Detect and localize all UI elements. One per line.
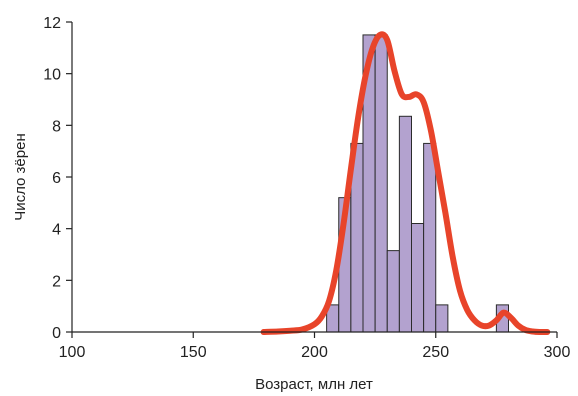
y-tick-label-0: 0 xyxy=(52,325,61,342)
histogram-bar-7 xyxy=(411,223,425,333)
y-tick-label-1: 2 xyxy=(52,273,61,290)
y-tick-label-5: 10 xyxy=(43,67,61,84)
x-tick-label-1: 150 xyxy=(180,344,207,361)
x-tick-label-4: 300 xyxy=(544,344,571,361)
histogram-bar-4 xyxy=(374,34,388,333)
axes xyxy=(71,22,557,333)
y-tick-label-2: 4 xyxy=(52,222,61,239)
y-tick-label-3: 6 xyxy=(52,170,61,187)
histogram-bar-6 xyxy=(398,115,412,333)
x-axis-ticks: 100 150 200 250 300 xyxy=(59,332,571,361)
histogram-bar-5 xyxy=(386,250,400,333)
histogram-bars xyxy=(326,34,509,333)
histogram-bar-9 xyxy=(435,304,449,333)
x-tick-label-2: 200 xyxy=(301,344,328,361)
x-axis-title: Возраст, млн лет xyxy=(255,376,373,393)
x-tick-label-0: 100 xyxy=(59,344,86,361)
y-tick-label-4: 8 xyxy=(52,118,61,135)
x-tick-label-3: 250 xyxy=(422,344,449,361)
y-axis-title: Число зёрен xyxy=(12,133,29,221)
density-curve xyxy=(260,31,551,336)
y-tick-label-6: 12 xyxy=(43,15,61,32)
y-axis-ticks: 0 2 4 6 8 10 12 xyxy=(43,15,72,342)
histogram-bar-8 xyxy=(423,142,437,333)
